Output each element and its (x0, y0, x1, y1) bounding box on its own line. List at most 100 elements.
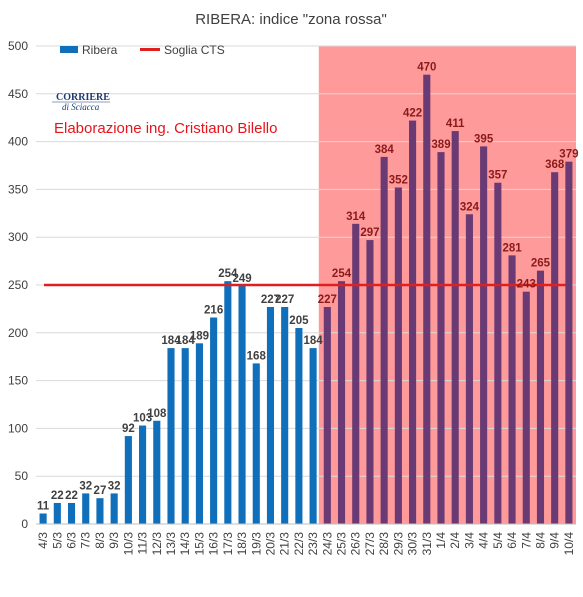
bar-19/3 (252, 363, 260, 524)
data-label: 168 (247, 350, 267, 362)
data-label: 216 (204, 305, 223, 317)
bar-28/3 (380, 156, 388, 524)
legend-label-ribera: Ribera (82, 43, 118, 57)
x-tick-label: 23/3 (306, 532, 320, 556)
bar-31/3 (423, 74, 431, 525)
bar-3/4 (465, 214, 473, 525)
bar-10/4 (565, 161, 573, 524)
bar-12/3 (153, 420, 161, 524)
legend-label-threshold: Soglia CTS (164, 43, 225, 57)
data-label: 249 (232, 273, 251, 285)
bar-14/3 (181, 348, 189, 524)
data-label: 368 (545, 159, 565, 171)
x-tick-label: 6/4 (505, 532, 519, 549)
data-label: 243 (517, 279, 536, 291)
data-label: 103 (133, 413, 152, 425)
legend-swatch-threshold (140, 48, 160, 51)
bar-8/3 (96, 498, 104, 524)
bar-7/4 (522, 291, 530, 524)
data-label: 254 (332, 268, 352, 280)
bar-5/3 (53, 502, 61, 524)
bar-26/3 (352, 223, 360, 525)
x-tick-label: 4/4 (477, 532, 491, 549)
logo-line1: CORRIERE (56, 92, 110, 103)
bar-16/3 (210, 317, 218, 524)
data-label: 27 (94, 485, 107, 497)
bar-6/4 (508, 255, 516, 524)
data-label: 352 (389, 174, 408, 186)
data-label: 254 (218, 268, 238, 280)
x-tick-label: 28/3 (377, 532, 391, 556)
bar-18/3 (238, 285, 246, 524)
data-label: 422 (403, 108, 422, 120)
x-tick-label: 10/4 (562, 532, 576, 556)
data-label: 184 (161, 335, 181, 347)
y-tick-label: 150 (8, 374, 28, 388)
bar-5/4 (494, 182, 502, 524)
x-tick-label: 20/3 (263, 532, 277, 556)
data-label: 470 (417, 62, 436, 74)
x-tick-label: 12/3 (150, 532, 164, 556)
y-tick-label: 0 (21, 517, 28, 531)
x-tick-label: 5/4 (491, 532, 505, 549)
x-tick-label: 9/4 (548, 532, 562, 549)
y-tick-label: 350 (8, 182, 28, 196)
legend: Ribera Soglia CTS (60, 43, 225, 57)
data-label: 184 (304, 335, 324, 347)
bar-8/4 (536, 270, 545, 524)
y-tick-label: 50 (15, 469, 29, 483)
legend-swatch-ribera (60, 46, 78, 53)
bar-22/3 (295, 328, 303, 524)
x-tick-label: 1/4 (434, 532, 448, 549)
y-tick-label: 100 (8, 421, 28, 435)
bar-29/3 (394, 187, 402, 524)
x-tick-label: 6/3 (65, 532, 79, 549)
x-tick-label: 11/3 (136, 532, 150, 555)
x-tick-label: 7/4 (519, 532, 533, 549)
corriere-logo: CORRIERE di Sciacca (52, 92, 110, 112)
y-tick-label: 250 (8, 278, 28, 292)
bar-13/3 (167, 348, 175, 524)
bar-25/3 (337, 281, 346, 524)
y-tick-label: 400 (8, 135, 28, 149)
bar-20/3 (266, 306, 275, 524)
bar-17/3 (224, 281, 232, 524)
data-label: 265 (531, 258, 551, 270)
x-tick-label: 21/3 (278, 532, 292, 556)
bar-24/3 (323, 306, 331, 524)
bar-30/3 (409, 120, 417, 525)
x-tick-label: 24/3 (320, 532, 334, 556)
bar-10/3 (124, 436, 132, 524)
x-tick-label: 4/3 (36, 532, 50, 549)
data-label: 108 (147, 408, 167, 420)
bar-27/3 (366, 240, 374, 524)
data-label: 395 (474, 133, 494, 145)
data-label: 11 (37, 500, 50, 512)
bar-21/3 (281, 306, 289, 524)
data-label: 389 (431, 139, 450, 151)
y-tick-label: 450 (8, 87, 28, 101)
x-tick-label: 9/3 (107, 532, 121, 549)
data-label: 32 (108, 480, 121, 492)
credit-text: Elaborazione ing. Cristiano Bilello (54, 120, 277, 137)
data-label: 281 (502, 242, 522, 254)
x-tick-label: 3/4 (462, 532, 476, 549)
x-tick-label: 5/3 (50, 532, 64, 549)
x-tick-label: 14/3 (178, 532, 192, 556)
data-label: 22 (51, 490, 64, 502)
logo-line2: di Sciacca (62, 102, 100, 112)
bar-6/3 (67, 502, 76, 524)
data-label: 205 (289, 315, 309, 327)
x-tick-label: 13/3 (164, 532, 178, 556)
data-label: 314 (346, 211, 366, 223)
x-tick-label: 17/3 (221, 532, 235, 556)
bar-4/4 (480, 146, 488, 524)
data-label: 32 (79, 480, 92, 492)
x-tick-label: 15/3 (192, 532, 206, 556)
bar-11/3 (139, 425, 147, 524)
x-tick-label: 27/3 (363, 532, 377, 556)
bar-7/3 (82, 493, 90, 524)
x-tick-label: 31/3 (420, 532, 434, 556)
data-label: 227 (318, 294, 337, 306)
